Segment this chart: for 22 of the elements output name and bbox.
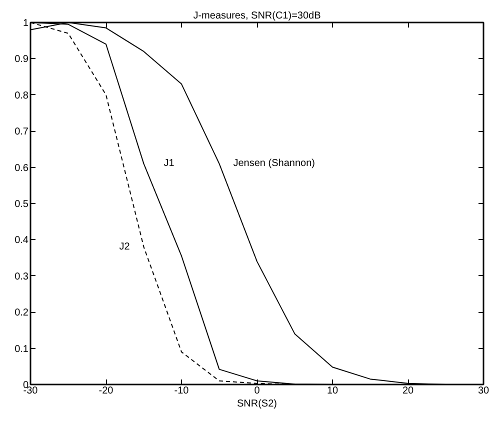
y-tick-label: 0.3 <box>14 271 29 282</box>
x-tick-label: 20 <box>402 386 414 396</box>
y-tick-label: 0.5 <box>14 199 29 210</box>
x-tick-label: 30 <box>478 386 490 396</box>
series-label: J2 <box>119 241 130 252</box>
x-axis-title: SNR(S2) <box>237 398 278 410</box>
series-label: Jensen (Shannon) <box>233 158 315 170</box>
chart-title: J-measures, SNR(C1)=30dB <box>193 10 322 22</box>
x-tick-label: -20 <box>98 386 114 396</box>
series-label: J1 <box>164 158 175 170</box>
y-tick-label: 0.6 <box>14 162 29 174</box>
x-tick-label: -10 <box>174 386 190 396</box>
y-tick-label: 0.2 <box>14 308 29 319</box>
x-tick-label: 10 <box>326 386 338 396</box>
y-tick-label: 0.9 <box>14 54 29 66</box>
y-tick-label: 0.7 <box>14 126 29 138</box>
y-tick-label: 0.1 <box>14 344 29 355</box>
y-tick-label: 0.4 <box>14 235 29 246</box>
x-tick-label: -30 <box>23 386 38 396</box>
y-tick-label: 1 <box>22 18 29 29</box>
x-tick-label: 0 <box>254 386 260 396</box>
y-tick-label: 0.8 <box>14 90 29 102</box>
